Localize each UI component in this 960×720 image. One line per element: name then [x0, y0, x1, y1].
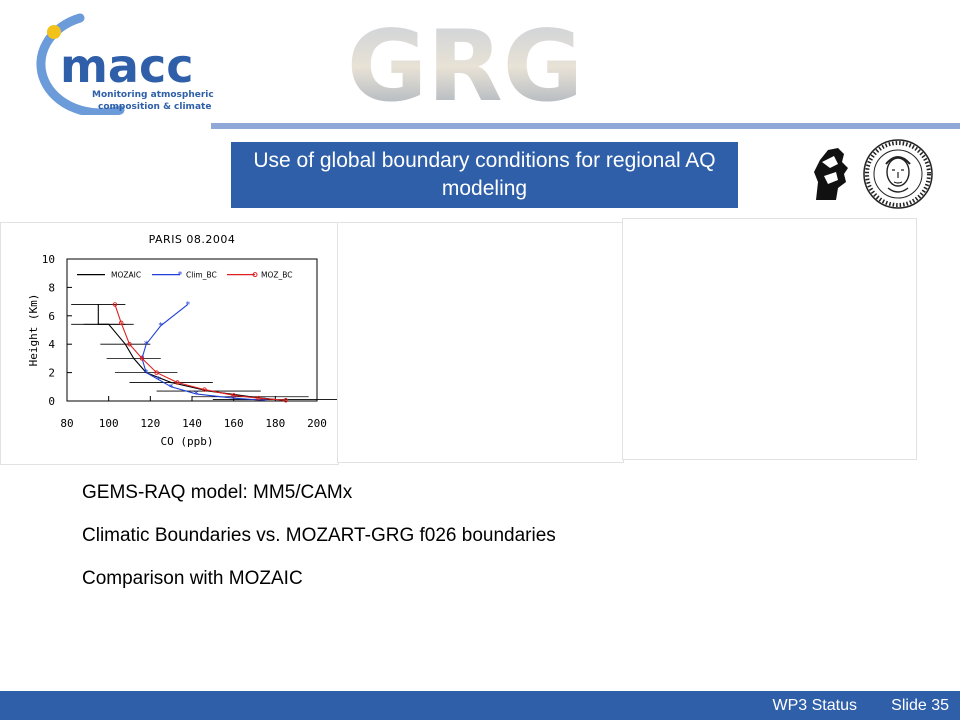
- data-point: [154, 370, 159, 375]
- y-tick-label: 0: [48, 395, 55, 408]
- data-point: *: [144, 340, 149, 350]
- chart-title: PARIS 08.2004: [149, 233, 236, 246]
- munich-profile-chart: MUNICH 06.200480100120140160180200024681…: [623, 219, 916, 459]
- data-point: *: [186, 300, 191, 310]
- x-tick-label: 100: [99, 417, 119, 430]
- legend-label: MOZAIC: [111, 271, 141, 280]
- bullet-list: GEMS-RAQ model: MM5/CAMx Climatic Bounda…: [82, 482, 556, 611]
- slide-title: Use of global boundary conditions for re…: [231, 142, 738, 208]
- data-point: *: [194, 390, 199, 400]
- macc-tagline-1: Monitoring atmospheric: [92, 90, 214, 100]
- footer-status: WP3 Status: [772, 697, 857, 714]
- chart-panel-paris: PARIS 08.2004 80 100 120 140 160 180 200 0 2 4 6 8 10…: [0, 222, 339, 465]
- data-point: [118, 320, 124, 326]
- bullet-model: GEMS-RAQ model: MM5/CAMx: [82, 482, 353, 503]
- data-point: *: [159, 322, 164, 332]
- y-tick-label: 8: [48, 281, 55, 294]
- x-tick-label: 160: [224, 417, 244, 430]
- x-tick-label: 180: [265, 417, 285, 430]
- legend-label: Clim_BC: [186, 271, 217, 280]
- slide-number: Slide 35: [891, 697, 949, 714]
- y-tick-label: 10: [42, 253, 55, 266]
- data-point: [202, 387, 207, 392]
- chart-panel-frankfurt: FRANKFURT 08.200480100120140160180200024…: [337, 222, 624, 463]
- data-point: [231, 393, 236, 398]
- bullet-boundaries: Climatic Boundaries vs. MOZART-GRG f026 …: [82, 525, 556, 546]
- series-line-mozaic: [97, 304, 276, 401]
- legend-label: MOZ_BC: [261, 271, 293, 280]
- data-point: [256, 395, 261, 401]
- x-tick-label: 80: [60, 417, 73, 430]
- data-point: *: [263, 396, 268, 406]
- x-tick-label: 120: [140, 417, 160, 430]
- x-tick-label: 200: [307, 417, 327, 430]
- paris-profile-chart: PARIS 08.2004 80 100 120 140 160 180 200 0 2 4 6 8 10…: [27, 233, 338, 448]
- y-axis-label: Height (Km): [27, 294, 40, 367]
- legend-marker: *: [178, 271, 183, 281]
- frankfurt-profile-chart: FRANKFURT 08.200480100120140160180200024…: [338, 223, 623, 462]
- data-point: *: [169, 383, 174, 393]
- footer-bar: WP3 Status Slide 35: [0, 691, 960, 720]
- data-point: *: [144, 369, 149, 379]
- y-tick-label: 6: [48, 310, 55, 323]
- data-point: *: [231, 394, 236, 404]
- data-point: *: [156, 376, 161, 386]
- x-tick-label: 140: [182, 417, 202, 430]
- bullet-comparison: Comparison with MOZAIC: [82, 568, 303, 589]
- data-point: [127, 341, 132, 347]
- header-rule: [211, 123, 960, 129]
- data-point: [112, 302, 118, 307]
- plot-frame: [66, 258, 318, 402]
- macc-logo-text: macc: [60, 39, 194, 93]
- university-seal-icon: [862, 138, 934, 210]
- y-tick-label: 2: [48, 367, 55, 380]
- chart-panel-munich: MUNICH 06.200480100120140160180200024681…: [622, 218, 917, 460]
- profile-seal-icon: [808, 142, 856, 204]
- data-point: [283, 398, 289, 403]
- grg-logo-text: GRG: [347, 10, 583, 108]
- y-tick-label: 4: [48, 338, 55, 351]
- macc-tagline-2: composition & climate: [98, 102, 211, 112]
- data-point: [175, 380, 180, 385]
- legend-marker: [252, 272, 258, 278]
- series-line-clim_bc: [141, 303, 265, 401]
- x-axis-label: CO (ppb): [161, 435, 214, 448]
- data-point: [139, 356, 145, 361]
- grg-logo: GRG: [340, 8, 590, 124]
- macc-logo: macc Monitoring atmospheric composition …: [10, 10, 230, 118]
- series-line-moz_bc: [114, 304, 286, 401]
